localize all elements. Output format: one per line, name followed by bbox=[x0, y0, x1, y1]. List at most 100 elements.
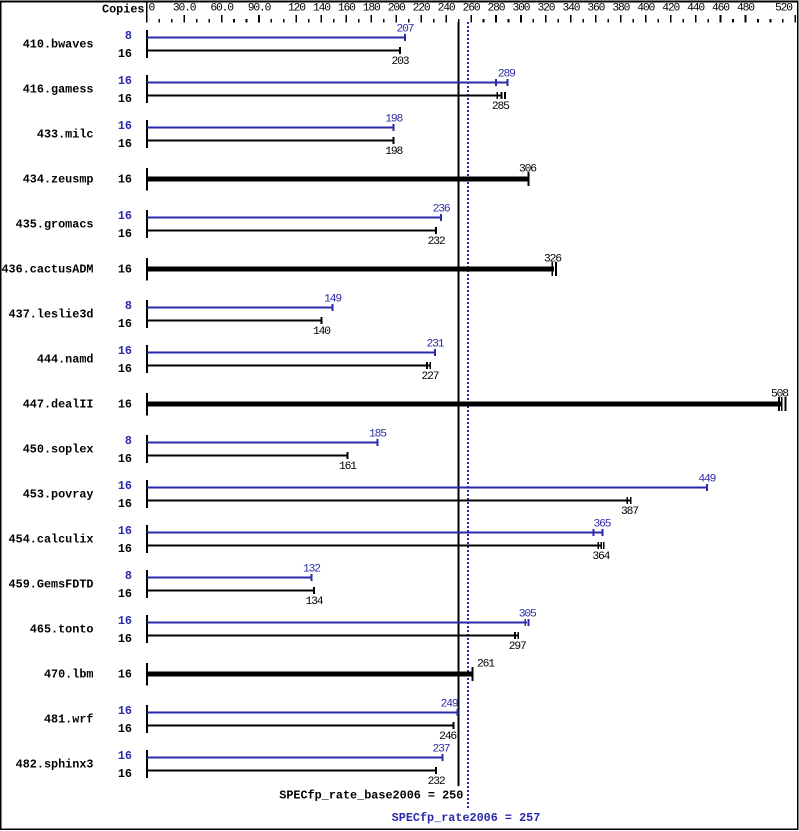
svg-text:227: 227 bbox=[421, 371, 438, 383]
svg-text:16: 16 bbox=[118, 227, 132, 241]
svg-text:232: 232 bbox=[428, 236, 445, 248]
svg-text:198: 198 bbox=[385, 114, 403, 126]
svg-text:260: 260 bbox=[463, 3, 481, 15]
svg-text:16: 16 bbox=[118, 632, 132, 646]
svg-text:297: 297 bbox=[509, 641, 526, 653]
svg-text:16: 16 bbox=[118, 263, 132, 277]
svg-text:16: 16 bbox=[118, 479, 132, 493]
svg-text:320: 320 bbox=[537, 3, 555, 15]
svg-text:434.zeusmp: 434.zeusmp bbox=[23, 173, 94, 187]
svg-text:160: 160 bbox=[338, 3, 356, 15]
svg-text:410.bwaves: 410.bwaves bbox=[23, 38, 94, 52]
svg-text:134: 134 bbox=[305, 596, 323, 608]
svg-text:16: 16 bbox=[118, 173, 132, 187]
svg-text:185: 185 bbox=[369, 429, 387, 441]
svg-text:436.cactusADM: 436.cactusADM bbox=[1, 263, 93, 277]
svg-text:380: 380 bbox=[612, 3, 630, 15]
svg-text:16: 16 bbox=[118, 398, 132, 412]
svg-text:8: 8 bbox=[125, 569, 132, 583]
svg-text:261: 261 bbox=[477, 659, 495, 671]
svg-text:16: 16 bbox=[118, 209, 132, 223]
svg-text:203: 203 bbox=[391, 56, 409, 68]
svg-text:90.0: 90.0 bbox=[248, 3, 272, 15]
svg-text:305: 305 bbox=[519, 609, 537, 621]
svg-text:480: 480 bbox=[737, 3, 755, 15]
svg-text:440: 440 bbox=[687, 3, 705, 15]
svg-text:280: 280 bbox=[488, 3, 506, 15]
svg-text:Copies: Copies bbox=[102, 3, 144, 17]
svg-text:437.leslie3d: 437.leslie3d bbox=[9, 308, 94, 322]
svg-text:200: 200 bbox=[388, 3, 406, 15]
svg-text:447.dealII: 447.dealII bbox=[23, 398, 94, 412]
svg-text:16: 16 bbox=[118, 524, 132, 538]
svg-text:132: 132 bbox=[303, 564, 320, 576]
svg-text:120: 120 bbox=[288, 3, 306, 15]
svg-text:433.milc: 433.milc bbox=[37, 128, 94, 142]
svg-text:459.GemsFDTD: 459.GemsFDTD bbox=[9, 578, 94, 592]
svg-text:16: 16 bbox=[118, 722, 132, 736]
svg-text:387: 387 bbox=[621, 506, 638, 518]
svg-text:16: 16 bbox=[118, 317, 132, 331]
svg-text:416.gamess: 416.gamess bbox=[23, 83, 94, 97]
svg-text:236: 236 bbox=[433, 204, 451, 216]
svg-text:231: 231 bbox=[426, 339, 444, 351]
svg-text:444.namd: 444.namd bbox=[37, 353, 94, 367]
svg-text:365: 365 bbox=[594, 519, 612, 531]
svg-text:16: 16 bbox=[118, 452, 132, 466]
svg-text:140: 140 bbox=[313, 326, 331, 338]
svg-text:8: 8 bbox=[125, 299, 132, 313]
svg-text:207: 207 bbox=[396, 24, 413, 36]
svg-text:364: 364 bbox=[592, 551, 610, 563]
svg-text:16: 16 bbox=[118, 362, 132, 376]
svg-text:420: 420 bbox=[662, 3, 680, 15]
svg-text:16: 16 bbox=[118, 74, 132, 88]
svg-text:450.soplex: 450.soplex bbox=[23, 443, 94, 457]
svg-text:435.gromacs: 435.gromacs bbox=[16, 218, 94, 232]
svg-text:16: 16 bbox=[118, 92, 132, 106]
svg-text:30.0: 30.0 bbox=[173, 3, 197, 15]
svg-text:465.tonto: 465.tonto bbox=[30, 623, 94, 637]
svg-text:161: 161 bbox=[339, 461, 357, 473]
svg-text:249: 249 bbox=[441, 699, 458, 711]
svg-text:16: 16 bbox=[118, 668, 132, 682]
svg-text:16: 16 bbox=[118, 704, 132, 718]
svg-text:8: 8 bbox=[125, 29, 132, 43]
svg-text:16: 16 bbox=[118, 497, 132, 511]
svg-text:400: 400 bbox=[637, 3, 655, 15]
svg-text:237: 237 bbox=[433, 744, 450, 756]
svg-text:SPECfp_rate_base2006 = 250: SPECfp_rate_base2006 = 250 bbox=[279, 789, 463, 803]
svg-text:246: 246 bbox=[439, 731, 457, 743]
svg-text:453.povray: 453.povray bbox=[23, 488, 94, 502]
svg-text:220: 220 bbox=[413, 3, 431, 15]
svg-text:198: 198 bbox=[385, 146, 403, 158]
svg-text:508: 508 bbox=[771, 389, 789, 401]
svg-text:326: 326 bbox=[544, 254, 562, 266]
svg-text:60.0: 60.0 bbox=[210, 3, 234, 15]
svg-text:180: 180 bbox=[363, 3, 381, 15]
svg-text:240: 240 bbox=[438, 3, 456, 15]
svg-text:520: 520 bbox=[775, 3, 793, 15]
svg-text:460: 460 bbox=[712, 3, 730, 15]
svg-text:8: 8 bbox=[125, 434, 132, 448]
svg-text:149: 149 bbox=[324, 294, 341, 306]
svg-text:16: 16 bbox=[118, 614, 132, 628]
svg-text:300: 300 bbox=[513, 3, 531, 15]
svg-text:16: 16 bbox=[118, 47, 132, 61]
svg-text:454.calculix: 454.calculix bbox=[9, 533, 94, 547]
svg-text:360: 360 bbox=[587, 3, 605, 15]
svg-text:SPECfp_rate2006 = 257: SPECfp_rate2006 = 257 bbox=[392, 811, 541, 825]
svg-text:16: 16 bbox=[118, 587, 132, 601]
svg-text:449: 449 bbox=[698, 474, 715, 486]
svg-text:16: 16 bbox=[118, 119, 132, 133]
svg-text:0: 0 bbox=[149, 3, 156, 15]
svg-text:140: 140 bbox=[313, 3, 331, 15]
svg-text:285: 285 bbox=[492, 101, 510, 113]
svg-text:306: 306 bbox=[519, 164, 537, 176]
svg-text:16: 16 bbox=[118, 542, 132, 556]
svg-text:16: 16 bbox=[118, 344, 132, 358]
svg-text:16: 16 bbox=[118, 137, 132, 151]
svg-text:481.wrf: 481.wrf bbox=[44, 713, 94, 727]
svg-text:16: 16 bbox=[118, 767, 132, 781]
svg-text:232: 232 bbox=[428, 776, 445, 788]
svg-text:340: 340 bbox=[562, 3, 580, 15]
